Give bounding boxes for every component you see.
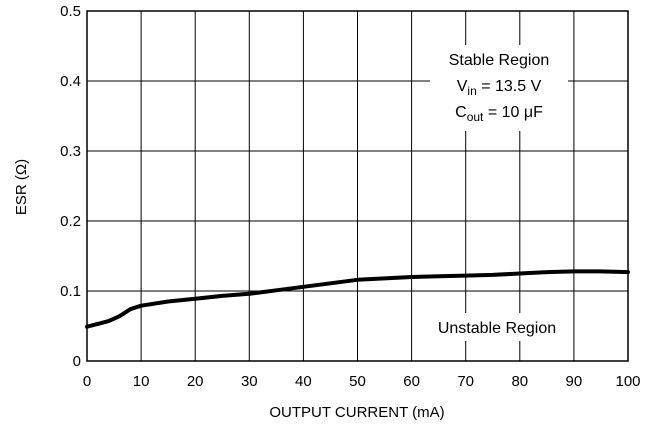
y-tick-label: 0.4 (60, 73, 81, 90)
plot-frame (86, 10, 629, 362)
y-tick-label: 0.5 (60, 3, 81, 20)
x-tick-labels: 0 10 20 30 40 50 60 70 80 90 100 (83, 373, 641, 390)
vin-main: V (457, 78, 468, 95)
vin-label: Vin = 13.5 V (457, 78, 542, 98)
cout-sub: out (467, 110, 484, 124)
x-tick-label: 70 (457, 373, 474, 390)
stable-region-label-bg (430, 45, 568, 131)
x-tick-label: 30 (241, 373, 258, 390)
esr-curve (85, 269, 630, 329)
x-tick-label: 90 (566, 373, 583, 390)
unstable-region-label-bg (426, 313, 568, 341)
vin-rest: = 13.5 V (477, 78, 542, 95)
y-tick-label: 0.2 (60, 213, 81, 230)
x-tick-label: 20 (187, 373, 204, 390)
cout-main: C (455, 104, 467, 121)
y-tick-labels: 0 0.1 0.2 0.3 0.4 0.5 (60, 3, 81, 370)
vin-sub: in (467, 84, 476, 98)
x-tick-label: 0 (83, 373, 91, 390)
x-axis-title: OUTPUT CURRENT (mA) (269, 404, 444, 421)
x-tick-label: 10 (133, 373, 150, 390)
x-tick-label: 80 (511, 373, 528, 390)
unstable-region-label: Unstable Region (438, 320, 556, 337)
x-tick-label: 100 (615, 373, 640, 390)
y-tick-label: 0 (73, 353, 81, 370)
x-tick-label: 60 (403, 373, 420, 390)
stable-region-label: Stable Region (449, 52, 550, 69)
cout-rest: = 10 μF (483, 104, 543, 121)
y-tick-label: 0.1 (60, 283, 81, 300)
cout-label: Cout = 10 μF (455, 104, 543, 124)
x-tick-label: 50 (349, 373, 366, 390)
y-tick-label: 0.3 (60, 143, 81, 160)
x-tick-label: 40 (295, 373, 312, 390)
y-axis-title: ESR (Ω) (13, 159, 30, 215)
